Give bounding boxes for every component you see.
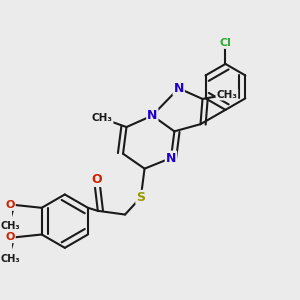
Text: N: N <box>166 152 176 164</box>
Text: CH₃: CH₃ <box>0 254 20 264</box>
Text: O: O <box>5 200 15 210</box>
Text: S: S <box>136 191 145 204</box>
Text: CH₃: CH₃ <box>216 90 237 100</box>
Text: O: O <box>91 173 102 186</box>
Text: Cl: Cl <box>220 38 231 48</box>
Text: O: O <box>5 232 15 242</box>
Text: CH₃: CH₃ <box>0 221 20 231</box>
Text: N: N <box>147 109 158 122</box>
Text: CH₃: CH₃ <box>92 113 112 123</box>
Text: N: N <box>173 82 184 95</box>
